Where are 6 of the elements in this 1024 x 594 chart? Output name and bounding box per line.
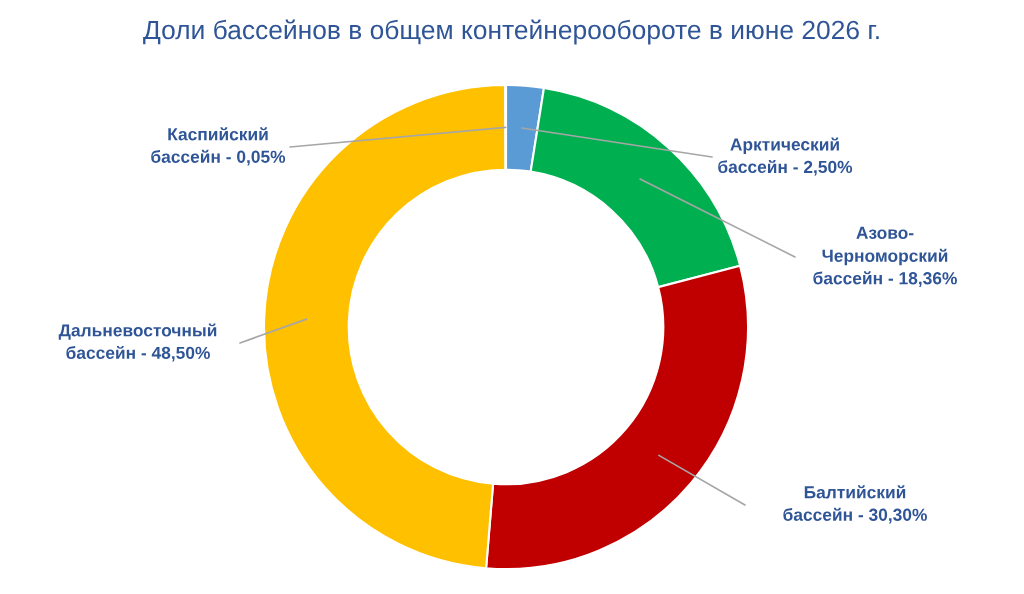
- slice-label: Каспийский бассейн - 0,05%: [151, 127, 286, 166]
- slice-label: Азово- Черноморский бассейн - 18,36%: [813, 226, 957, 287]
- slice-label: Дальневосточный бассейн - 48,50%: [58, 323, 217, 362]
- slice-label: Арктический бассейн - 2,50%: [718, 137, 853, 176]
- chart-title: Доли бассейнов в общем контейнерообороте в июне 2026 г.: [143, 19, 879, 45]
- slice-label: Балтийский бассейн - 30,30%: [783, 485, 927, 524]
